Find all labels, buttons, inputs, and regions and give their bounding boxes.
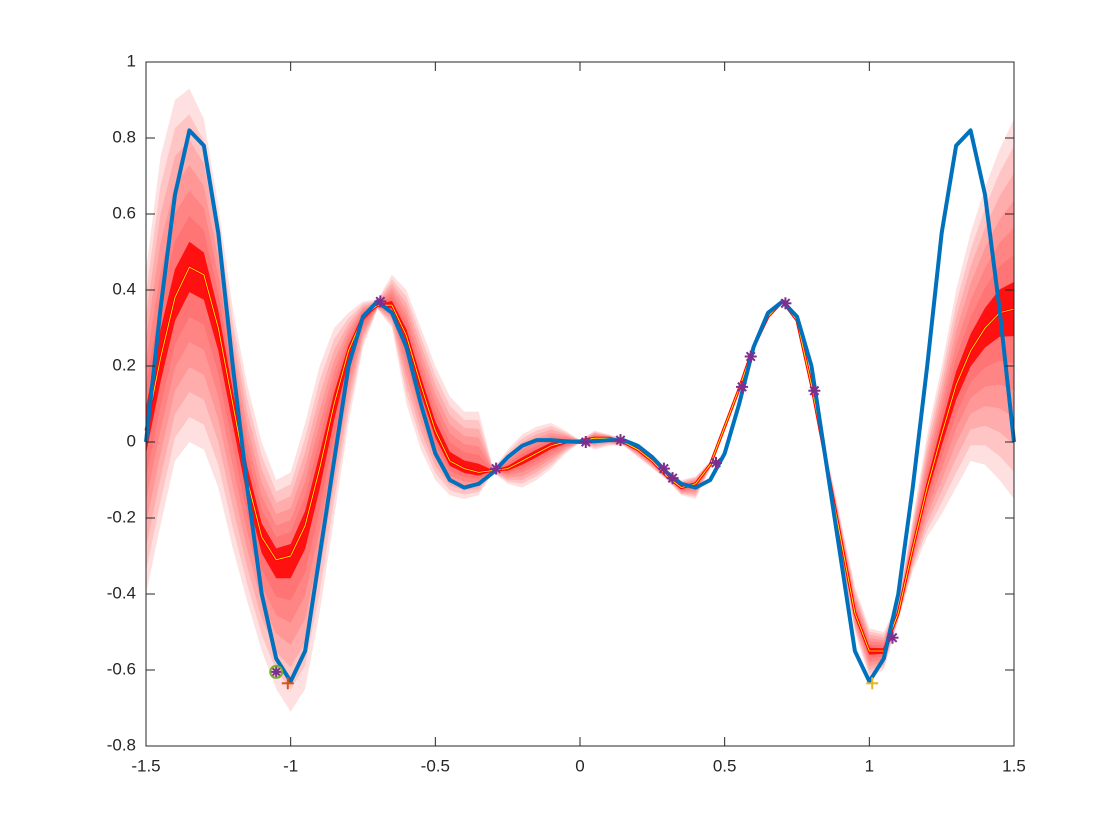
marker-stroke — [269, 664, 284, 679]
marker-stroke — [737, 381, 747, 392]
x-tick-label: -1.5 — [131, 756, 160, 775]
marker-stroke — [780, 298, 791, 309]
y-tick-label: 0.4 — [112, 279, 136, 298]
y-tick-label: 1 — [127, 51, 136, 70]
y-tick-label: -0.4 — [107, 583, 136, 602]
band-shade — [146, 114, 1014, 690]
marker-plus — [866, 677, 879, 690]
marker-circle — [269, 664, 284, 679]
marker-asterisk — [666, 472, 679, 485]
marker-stroke — [375, 296, 386, 307]
marker-stroke — [580, 437, 591, 447]
marker-asterisk — [744, 350, 757, 363]
band-shade — [146, 190, 1014, 663]
marker-asterisk — [490, 462, 503, 475]
y-tick-label: 0.8 — [112, 127, 136, 146]
marker-asterisk — [614, 434, 627, 447]
band-shade — [146, 165, 1014, 667]
marker-stroke — [711, 457, 721, 468]
marker-stroke — [271, 666, 282, 677]
marker-stroke — [615, 435, 626, 446]
plot-area: -1.5 -1 -0.5 0 0.5 1 1.5 -0.8 -0.6 -0.4 -0.2 0 0.2 0.… — [107, 51, 1026, 775]
y-tick-label: -0.2 — [107, 507, 136, 526]
marker-asterisk — [709, 456, 722, 469]
marker-asterisk — [374, 295, 387, 308]
x-tick-label: -0.5 — [421, 756, 450, 775]
y-tick-label: 0.6 — [112, 203, 136, 222]
marker-asterisk — [270, 665, 283, 678]
marker-stroke — [887, 632, 898, 643]
marker-asterisk — [736, 380, 749, 393]
y-tick-label: -0.8 — [107, 735, 136, 754]
marker-plus — [281, 677, 294, 690]
marker-stroke — [491, 463, 502, 474]
x-tick-label: 0.5 — [713, 756, 737, 775]
confidence-band — [146, 88, 1014, 712]
x-tick-label: 0 — [575, 756, 584, 775]
marker-stroke — [745, 351, 756, 362]
y-tick-label: -0.6 — [107, 659, 136, 678]
marker-asterisk — [808, 384, 821, 397]
marker-asterisk — [579, 436, 592, 448]
x-tick-label: 1 — [865, 756, 874, 775]
marker-stroke — [667, 473, 678, 484]
marker-asterisk — [779, 297, 792, 310]
marker-asterisk — [657, 462, 670, 475]
band-shade — [146, 139, 1014, 670]
y-tick-label: 0 — [127, 431, 136, 450]
y-tick-label: 0.2 — [112, 355, 136, 374]
marker-stroke — [658, 463, 669, 474]
x-tick-label: -1 — [283, 756, 298, 775]
x-tick-label: 1.5 — [1002, 756, 1026, 775]
marker-asterisk — [886, 631, 899, 644]
marker-stroke — [809, 385, 820, 396]
